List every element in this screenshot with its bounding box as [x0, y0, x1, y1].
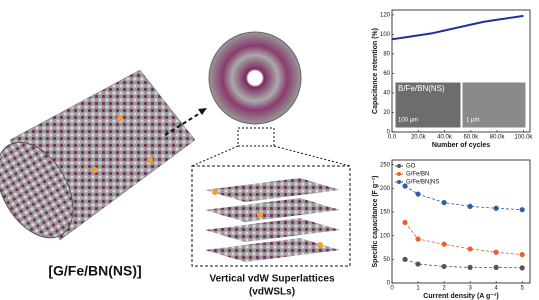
plot-frame: [392, 160, 530, 283]
zoom-line: [192, 146, 238, 166]
legend-label: GO: [406, 164, 416, 170]
point: [415, 236, 420, 241]
x-tick-label: 5: [521, 286, 525, 292]
annotation: 100 μm: [398, 118, 418, 124]
legend-marker: [397, 164, 401, 168]
x-tick-label: 2: [442, 286, 446, 292]
point: [494, 206, 499, 211]
y-tick-label: 120: [380, 12, 391, 18]
x-axis-label: Number of cycles: [432, 142, 490, 149]
annotation: B/Fe/BN(NS): [398, 84, 445, 93]
x-tick-label: 3: [468, 286, 472, 292]
legend-label: G/Fe/BN|NS: [406, 180, 439, 186]
x-axis-label: Current density (A g⁻¹): [423, 293, 498, 300]
superlattice-label: Vertical vdW Superlattices: [209, 274, 334, 285]
legend-marker: [397, 180, 401, 184]
y-tick-label: 100: [380, 32, 391, 38]
superlattice-label: (vdWSLs): [249, 287, 295, 298]
x-tick-label: 0: [390, 286, 394, 292]
y-tick-label: 20: [383, 110, 390, 116]
arrow-head: [198, 108, 207, 115]
point: [468, 246, 473, 251]
y-tick-label: 200: [380, 186, 391, 192]
x-tick-label: 4: [494, 286, 498, 292]
x-tick-label: 100.0k: [514, 135, 533, 141]
tube-label: [G/Fe/BN(NS)]: [48, 263, 141, 279]
point: [494, 265, 499, 270]
y-tick-label: 60: [383, 71, 390, 77]
y-axis-label: Capacitance retention (%): [372, 28, 379, 114]
x-tick-label: 40.0k: [437, 135, 453, 141]
point: [468, 204, 473, 209]
x-tick-label: 60.0k: [464, 135, 480, 141]
zoom-line: [274, 146, 350, 166]
point: [402, 257, 407, 262]
point: [520, 265, 525, 270]
point: [415, 191, 420, 196]
x-tick-label: 80.0k: [490, 135, 506, 141]
y-tick-label: 50: [383, 257, 390, 263]
series-line: [405, 222, 522, 254]
nanotube-illustration: [0, 70, 195, 251]
y-axis-label: Specific capacitance (F g⁻¹): [372, 176, 379, 268]
point: [468, 265, 473, 270]
x-tick-label: 20.0k: [411, 135, 427, 141]
point: [520, 207, 525, 212]
point: [494, 250, 499, 255]
y-tick-label: 150: [380, 210, 391, 216]
series-line: [405, 186, 522, 210]
legend-label: G/Fe/BN: [406, 172, 429, 178]
point: [441, 200, 446, 205]
annotation: 1 μm: [466, 118, 479, 124]
y-tick-label: 40: [383, 91, 390, 97]
series-line: [405, 259, 522, 268]
legend-marker: [397, 172, 401, 176]
point: [520, 252, 525, 257]
scroll-illustration: [209, 32, 301, 124]
figure: [G/Fe/BN(NS)] Vertical vdW Superlattices…: [0, 0, 539, 300]
zoom-box: [238, 128, 274, 146]
y-tick-label: 80: [383, 51, 390, 57]
y-tick-label: 250: [380, 162, 391, 168]
point: [441, 264, 446, 269]
point: [402, 220, 407, 225]
y-tick-label: 100: [380, 233, 391, 239]
point: [441, 242, 446, 247]
point: [415, 261, 420, 266]
x-tick-label: 1: [416, 286, 420, 292]
data-line: [392, 16, 523, 39]
